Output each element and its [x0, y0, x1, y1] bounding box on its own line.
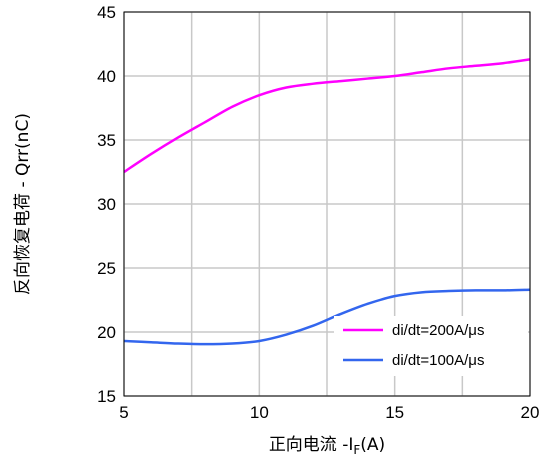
legend-box: [334, 316, 528, 376]
y-tick-label: 30: [97, 195, 116, 214]
y-tick-label: 35: [97, 131, 116, 150]
x-tick-label: 5: [119, 403, 128, 422]
y-axis-label: 反向恢复电荷 - Qrr(nC): [13, 113, 33, 295]
plot-frame: [123, 11, 531, 397]
legend-label: di/dt=200A/μs: [392, 322, 484, 339]
y-tick-label: 45: [97, 3, 116, 22]
series-line-2: [123, 288, 531, 346]
legend: di/dt=200A/μs di/dt=100A/μs: [334, 316, 528, 376]
x-tick-label: 20: [521, 403, 540, 422]
series-line-1: [123, 58, 531, 174]
legend-label: di/dt=100A/μs: [392, 352, 484, 369]
x-axis-label: 正向电流 -IF(A): [269, 435, 385, 457]
x-axis-label-subscript: F: [353, 443, 360, 457]
y-tick-label: 15: [97, 387, 116, 406]
y-tick-label: 40: [97, 67, 116, 86]
y-tick-label: 20: [97, 323, 116, 342]
tick-labels: 5 10 15 20 15 20 25 30 35 40 45: [97, 3, 539, 422]
y-tick-label: 25: [97, 259, 116, 278]
x-tick-label: 10: [250, 403, 269, 422]
x-axis-label-main: 正向电流 -I: [269, 435, 354, 455]
x-axis-label-unit: (A): [360, 435, 385, 455]
x-tick-label: 15: [385, 403, 404, 422]
series-lines: [123, 58, 531, 346]
